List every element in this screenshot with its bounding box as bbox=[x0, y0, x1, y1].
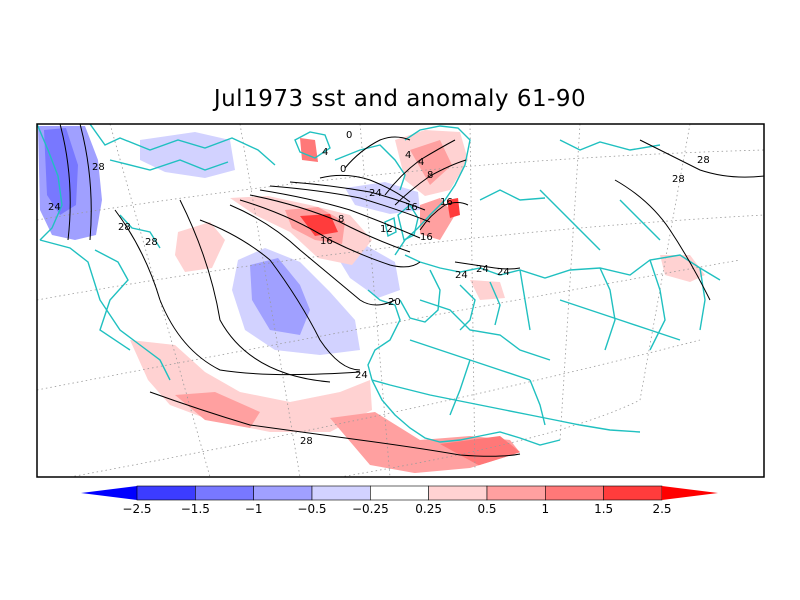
contour-label: 8 bbox=[427, 170, 433, 181]
colorbar-label: −0.5 bbox=[297, 502, 326, 516]
contour-label: 0 bbox=[346, 130, 352, 141]
contour-label: 24 bbox=[48, 202, 61, 213]
colorbar: −2.5 −1.5 −1 −0.5 −0.25 0.25 0.5 1 1.5 2.5 bbox=[81, 485, 718, 516]
map-title: Jul1973 sst and anomaly 61-90 bbox=[213, 86, 587, 112]
anomaly-positive-region bbox=[440, 436, 520, 466]
contour-label: 28 bbox=[145, 237, 158, 248]
colorbar-box bbox=[603, 485, 663, 501]
contour-label: 20 bbox=[388, 297, 401, 308]
anomaly-positive-region bbox=[410, 140, 452, 185]
colorbar-box bbox=[370, 485, 429, 501]
contour-label: 4 bbox=[405, 150, 411, 161]
contour-label: 12 bbox=[380, 224, 393, 235]
contour-label: 28 bbox=[118, 222, 131, 233]
contour-label: 16 bbox=[405, 202, 418, 213]
contour-label: 28 bbox=[672, 174, 685, 185]
colorbar-box bbox=[253, 485, 313, 501]
contour-label: 16 bbox=[320, 236, 333, 247]
colorbar-label: −2.5 bbox=[122, 502, 151, 516]
contour-label: 0 bbox=[340, 164, 346, 175]
colorbar-label: 1 bbox=[542, 502, 550, 516]
anomaly-positive-region bbox=[175, 392, 260, 428]
colorbar-label: 0.25 bbox=[415, 502, 442, 516]
colorbar-box bbox=[311, 485, 371, 501]
contour-label: 28 bbox=[697, 155, 710, 166]
colorbar-label: −0.25 bbox=[352, 502, 389, 516]
colorbar-arrow-high bbox=[662, 486, 718, 500]
contour-label: 24 bbox=[369, 188, 382, 199]
anomaly-negative-region bbox=[345, 182, 420, 214]
contour-label: 28 bbox=[300, 436, 313, 447]
graticule bbox=[37, 124, 764, 477]
contour-label: 24 bbox=[455, 270, 468, 281]
map-frame bbox=[36, 123, 765, 478]
anomaly-negative-region bbox=[250, 258, 310, 335]
anomaly-positive-region bbox=[300, 138, 318, 162]
colorbar-label: 1.5 bbox=[594, 502, 613, 516]
contour-label: 4 bbox=[418, 157, 424, 168]
colorbar-arrow-low bbox=[81, 486, 137, 500]
anomaly-positive-region bbox=[130, 340, 372, 432]
contour-label: 24 bbox=[476, 264, 489, 275]
colorbar-box bbox=[428, 485, 488, 501]
contour-label: 28 bbox=[92, 162, 105, 173]
contour-label: 24 bbox=[497, 267, 510, 278]
colorbar-label: −1.5 bbox=[181, 502, 210, 516]
anomaly-shading bbox=[38, 126, 705, 474]
contour-label: 24 bbox=[355, 370, 368, 381]
colorbar-box bbox=[486, 485, 546, 501]
contour-labels: 28 24 28 28 0 4 0 4 4 8 16 24 8 12 16 16… bbox=[48, 130, 710, 447]
contour-label: 8 bbox=[338, 214, 344, 225]
colorbar-label: 0.5 bbox=[477, 502, 496, 516]
colorbar-box bbox=[195, 485, 254, 501]
contour-label: 4 bbox=[322, 147, 328, 158]
anomaly-positive-region bbox=[300, 214, 338, 236]
anomaly-negative-region bbox=[140, 132, 235, 178]
colorbar-box bbox=[136, 485, 196, 501]
colorbar-box bbox=[545, 485, 604, 501]
anomaly-positive-region bbox=[660, 255, 705, 282]
anomaly-positive-region bbox=[420, 198, 455, 240]
sst-contours bbox=[59, 124, 764, 457]
coastlines bbox=[37, 124, 721, 446]
contour-label: 16 bbox=[440, 197, 453, 208]
colorbar-label: −1 bbox=[245, 502, 263, 516]
contour-label: 16 bbox=[420, 232, 433, 243]
colorbar-label: 2.5 bbox=[652, 502, 671, 516]
anomaly-negative-region bbox=[44, 128, 78, 215]
